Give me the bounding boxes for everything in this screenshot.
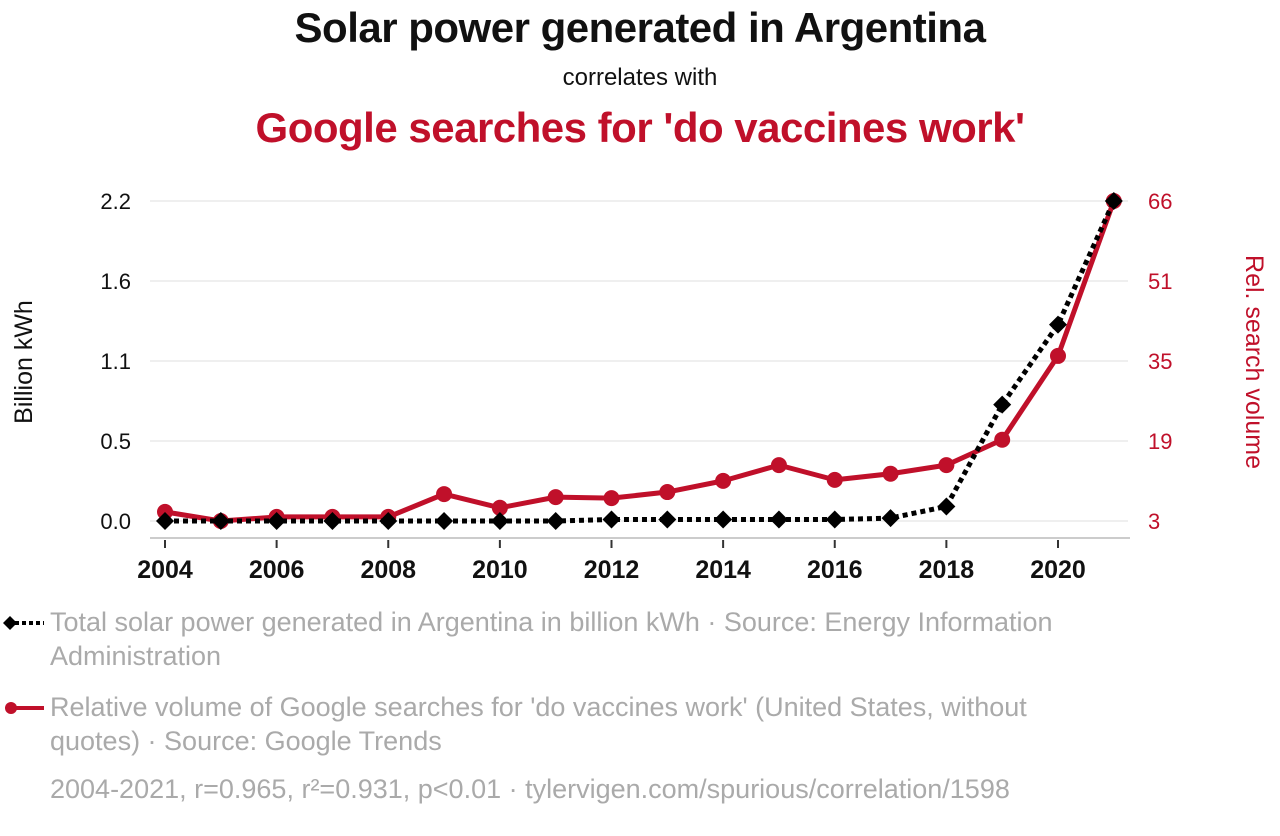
x-axis: 2004 2006 2008 2010 2012 2014 2016 2018 2020 bbox=[137, 537, 1130, 584]
data-point-solar bbox=[435, 512, 454, 530]
y-left-tick-label: 0.5 bbox=[100, 429, 131, 454]
x-tick-label: 2010 bbox=[472, 556, 528, 584]
y-axis-right: 3 19 35 51 66 bbox=[1148, 189, 1172, 534]
data-point-solar bbox=[1049, 315, 1067, 334]
x-tick-label: 2012 bbox=[584, 556, 640, 584]
data-point-solar bbox=[881, 509, 900, 528]
data-point-searches bbox=[491, 499, 508, 516]
y-left-tick-label: 0.0 bbox=[100, 509, 131, 534]
data-point-solar bbox=[825, 510, 844, 529]
y-axis-left: 0.0 0.5 1.1 1.6 2.2 bbox=[100, 189, 131, 534]
data-point-solar bbox=[546, 512, 565, 530]
y-axis-left-label: Billion kWh bbox=[10, 300, 38, 424]
y-right-tick-label: 51 bbox=[1148, 269, 1172, 294]
x-tick-label: 2016 bbox=[807, 556, 863, 584]
legend-text-solar: Total solar power generated in Argentina… bbox=[50, 607, 1053, 671]
chart-footer: 2004-2021, r=0.965, r²=0.931, p<0.01 · t… bbox=[50, 774, 1010, 804]
data-point-solar bbox=[658, 510, 677, 529]
data-point-searches bbox=[436, 486, 453, 503]
red-circle-line-icon bbox=[5, 702, 44, 714]
series-line-searches bbox=[164, 200, 1117, 524]
data-point-solar bbox=[267, 512, 286, 530]
y-left-tick-label: 1.1 bbox=[100, 349, 131, 374]
data-point-solar bbox=[937, 497, 956, 516]
x-tick-label: 2020 bbox=[1030, 556, 1086, 584]
legend-text-searches: Relative volume of Google searches for '… bbox=[50, 692, 1027, 756]
gridlines bbox=[150, 200, 1128, 522]
x-tick-label: 2008 bbox=[360, 556, 416, 584]
data-point-searches bbox=[659, 484, 676, 501]
black-dotted-diamond-line-icon bbox=[3, 616, 44, 630]
data-point-solar bbox=[323, 512, 342, 530]
data-point-searches bbox=[882, 465, 899, 482]
data-point-searches bbox=[715, 472, 732, 489]
data-point-searches bbox=[157, 503, 173, 520]
y-right-tick-label: 66 bbox=[1148, 189, 1172, 214]
data-point-solar bbox=[156, 512, 174, 530]
data-point-searches bbox=[603, 490, 620, 507]
data-point-solar bbox=[379, 512, 398, 530]
data-point-searches bbox=[1050, 347, 1066, 364]
data-point-searches bbox=[994, 431, 1011, 448]
data-point-searches bbox=[770, 457, 787, 474]
data-point-searches bbox=[938, 457, 955, 474]
data-point-solar bbox=[602, 510, 621, 529]
y-left-tick-label: 2.2 bbox=[100, 189, 131, 214]
y-right-tick-label: 35 bbox=[1148, 349, 1172, 374]
y-axis-right-label: Rel. search volume bbox=[1240, 255, 1268, 469]
x-tick-label: 2006 bbox=[249, 556, 305, 584]
x-tick-label: 2004 bbox=[137, 556, 193, 584]
data-point-solar bbox=[1104, 192, 1123, 210]
chart-title: Solar power generated in Argentina bbox=[294, 4, 986, 51]
legend-item-searches: Relative volume of Google searches for '… bbox=[5, 690, 1100, 758]
chart-canvas: 2004 2006 2008 2010 2012 2014 2016 2018 2020 0.0… bbox=[10, 189, 1268, 584]
series-group bbox=[156, 192, 1123, 530]
data-point-searches bbox=[547, 489, 564, 506]
x-tick-label: 2018 bbox=[919, 556, 975, 584]
legend-item-solar: Total solar power generated in Argentina… bbox=[3, 605, 1100, 673]
data-point-solar bbox=[769, 510, 788, 529]
y-right-tick-label: 19 bbox=[1148, 429, 1172, 454]
data-point-solar bbox=[993, 395, 1012, 414]
data-point-solar bbox=[490, 512, 509, 530]
data-point-searches bbox=[826, 471, 843, 488]
data-point-solar bbox=[211, 512, 230, 530]
chart-subtitle: correlates with bbox=[562, 64, 718, 91]
y-right-tick-label: 3 bbox=[1148, 509, 1160, 534]
x-tick-label: 2014 bbox=[695, 556, 751, 584]
chart-title-secondary: Google searches for 'do vaccines work' bbox=[255, 104, 1025, 151]
y-left-tick-label: 1.6 bbox=[100, 269, 131, 294]
series-line-solar bbox=[165, 199, 1117, 524]
data-point-solar bbox=[714, 510, 733, 529]
